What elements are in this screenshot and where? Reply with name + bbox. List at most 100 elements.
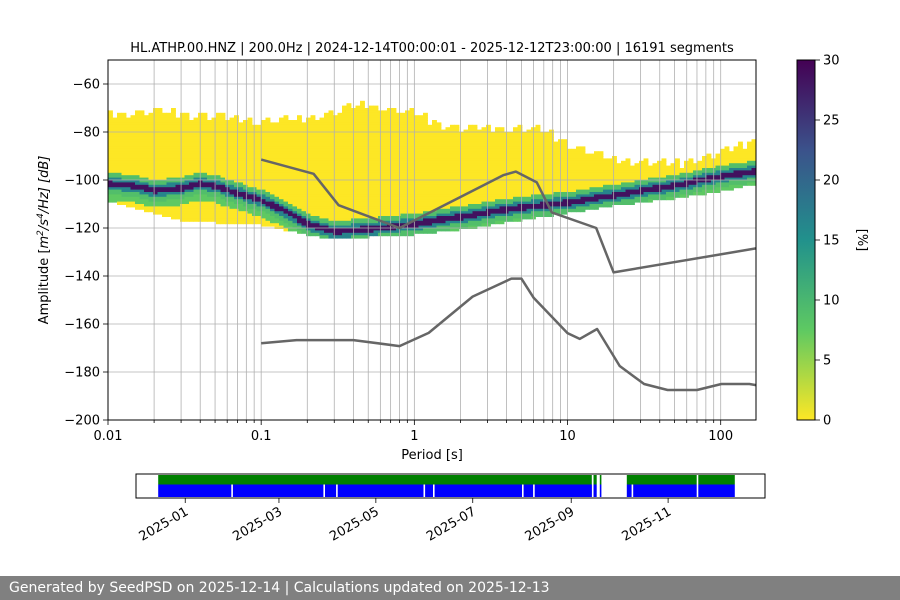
density-cell bbox=[643, 184, 649, 189]
density-cell bbox=[355, 235, 361, 239]
density-cell bbox=[234, 208, 239, 213]
density-cell bbox=[162, 115, 167, 119]
density-cell bbox=[261, 189, 266, 193]
density-cell bbox=[513, 134, 518, 138]
density-cell bbox=[450, 124, 455, 129]
density-cell bbox=[346, 160, 352, 165]
density-cell bbox=[175, 136, 181, 141]
density-cell bbox=[135, 122, 140, 126]
density-cell bbox=[364, 194, 370, 198]
density-cell bbox=[216, 175, 221, 179]
density-cell bbox=[454, 127, 460, 131]
density-cell bbox=[243, 151, 248, 155]
density-cell bbox=[247, 163, 253, 167]
density-cell bbox=[423, 230, 428, 234]
density-cell bbox=[544, 172, 550, 177]
density-cell bbox=[481, 201, 487, 205]
density-cell bbox=[346, 208, 352, 213]
density-cell bbox=[274, 211, 280, 215]
density-cell bbox=[144, 168, 149, 172]
density-cell bbox=[315, 163, 320, 167]
density-cell bbox=[454, 220, 460, 225]
density-cell bbox=[346, 168, 352, 172]
density-cell bbox=[283, 127, 289, 131]
density-cell bbox=[468, 129, 473, 133]
density-cell bbox=[193, 153, 199, 157]
density-cell bbox=[279, 146, 284, 150]
density-cell bbox=[441, 177, 446, 181]
density-cell bbox=[261, 153, 266, 157]
density-cell bbox=[171, 213, 176, 217]
density-cell bbox=[364, 141, 370, 145]
density-cell bbox=[319, 225, 325, 229]
density-cell bbox=[139, 160, 145, 165]
density-cell bbox=[310, 180, 316, 184]
density-cell bbox=[121, 177, 127, 181]
density-cell bbox=[229, 168, 235, 172]
density-cell bbox=[279, 189, 284, 193]
density-cell bbox=[211, 122, 217, 126]
density-cell bbox=[238, 172, 244, 177]
density-cell bbox=[369, 108, 374, 112]
density-cell bbox=[126, 201, 131, 205]
density-cell bbox=[126, 165, 131, 169]
density-cell bbox=[423, 158, 428, 162]
density-cell bbox=[616, 168, 622, 172]
density-cell bbox=[292, 141, 298, 145]
density-cell bbox=[562, 182, 568, 186]
density-cell bbox=[423, 220, 428, 225]
density-cell bbox=[265, 213, 271, 217]
density-cell bbox=[166, 168, 172, 172]
density-cell bbox=[562, 148, 568, 153]
density-cell bbox=[310, 124, 316, 129]
density-cell bbox=[369, 199, 374, 203]
density-cell bbox=[157, 156, 163, 160]
density-cell bbox=[234, 156, 239, 160]
density-cell bbox=[468, 225, 473, 229]
density-cell bbox=[153, 127, 158, 131]
density-cell bbox=[184, 211, 190, 215]
density-cell bbox=[423, 168, 428, 172]
density-cell bbox=[216, 211, 221, 215]
density-cell bbox=[517, 151, 523, 155]
density-cell bbox=[346, 232, 352, 237]
density-cell bbox=[301, 129, 307, 133]
density-cell bbox=[391, 153, 397, 157]
density-cell bbox=[238, 206, 244, 210]
density-cell bbox=[594, 206, 599, 210]
density-cell bbox=[310, 139, 316, 143]
density-cell bbox=[432, 201, 437, 205]
density-cell bbox=[441, 170, 446, 174]
density-cell bbox=[306, 148, 311, 153]
density-cell bbox=[400, 201, 406, 205]
density-cell bbox=[562, 163, 568, 167]
density-cell bbox=[661, 158, 667, 162]
density-cell bbox=[346, 124, 352, 129]
density-cell bbox=[346, 132, 352, 136]
density-cell bbox=[180, 170, 185, 174]
density-cell bbox=[189, 182, 194, 186]
density-cell bbox=[436, 180, 442, 184]
density-cell bbox=[355, 151, 361, 155]
density-cell bbox=[229, 124, 235, 129]
density-cell bbox=[477, 189, 482, 193]
density-cell bbox=[121, 196, 127, 201]
density-cell bbox=[342, 204, 347, 208]
density-cell bbox=[130, 189, 136, 193]
density-cell bbox=[171, 146, 176, 150]
density-cell bbox=[477, 151, 482, 155]
density-cell bbox=[144, 163, 149, 167]
density-cell bbox=[346, 148, 352, 153]
density-cell bbox=[409, 230, 415, 234]
density-cell bbox=[207, 124, 212, 129]
density-cell bbox=[661, 175, 667, 179]
density-cell bbox=[256, 220, 262, 225]
density-cell bbox=[432, 177, 437, 181]
density-cell bbox=[202, 175, 208, 179]
density-cell bbox=[445, 158, 451, 162]
density-cell bbox=[400, 156, 406, 160]
density-cell bbox=[634, 165, 640, 169]
density-cell bbox=[472, 146, 478, 150]
density-cell bbox=[265, 122, 271, 126]
density-cell bbox=[508, 141, 514, 145]
